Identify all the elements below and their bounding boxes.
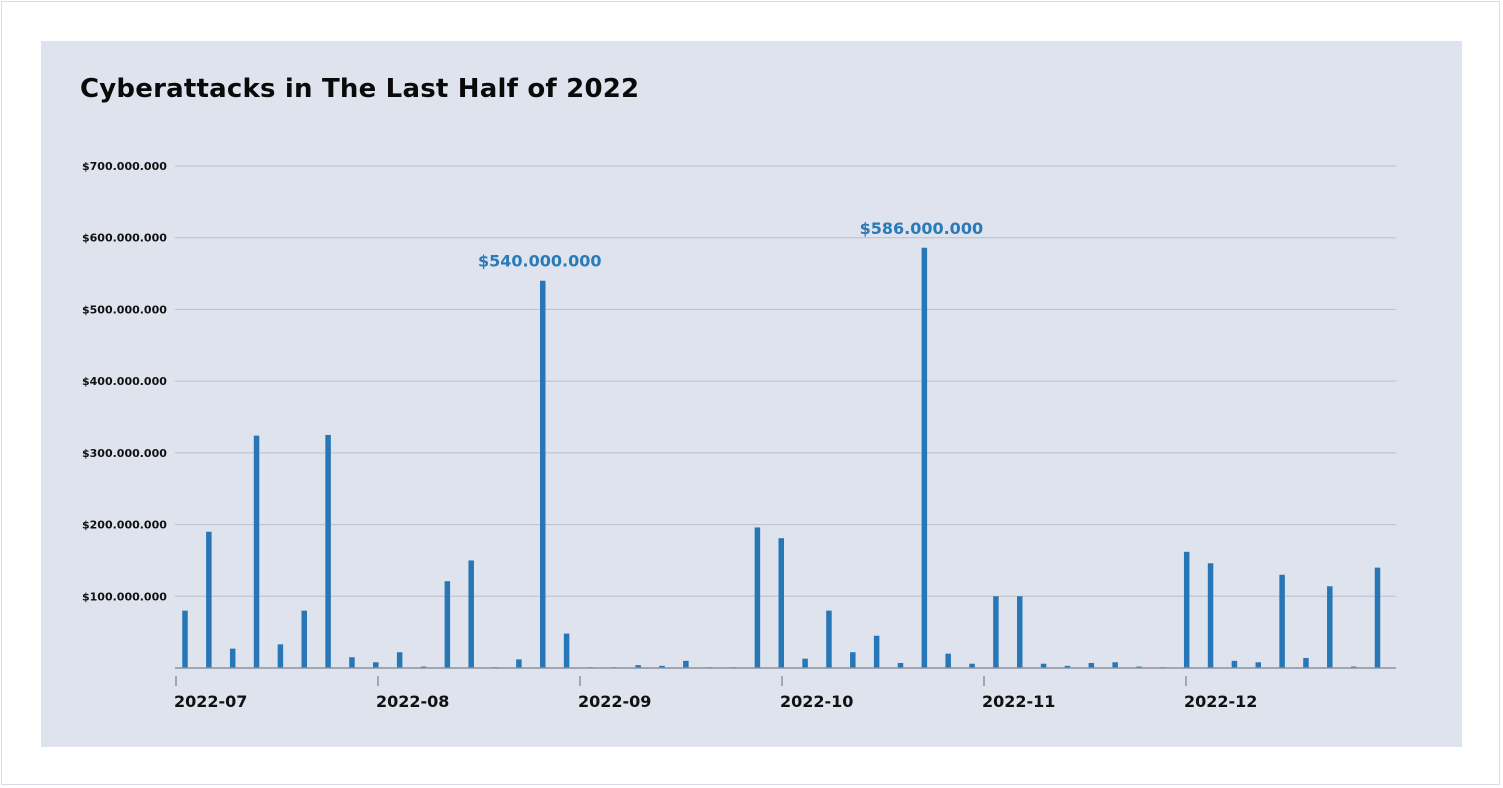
bar: [1088, 662, 1095, 668]
bar: [182, 610, 188, 668]
bar: [873, 635, 880, 668]
bar: [444, 581, 451, 668]
bar: [325, 434, 331, 668]
y-tick-label: $700.000.000: [82, 160, 167, 173]
data-labels: $540.000.000 $586.000.000: [478, 219, 983, 271]
bar: [468, 560, 474, 668]
bar: [1064, 665, 1071, 668]
y-axis-ticks: $100.000.000 $200.000.000 $300.000.000 $400…: [82, 160, 167, 603]
bar: [850, 652, 856, 668]
bar: [1112, 662, 1118, 668]
bar: [969, 663, 975, 668]
y-tick-label: $200.000.000: [82, 519, 167, 532]
bar: [516, 659, 522, 668]
y-tick-label: $500.000.000: [82, 303, 167, 316]
bar: [826, 610, 832, 668]
bar: [1183, 551, 1190, 668]
bar: [1040, 663, 1047, 668]
data-label: $586.000.000: [860, 219, 983, 238]
bar: [229, 648, 236, 668]
bar: [1303, 657, 1309, 668]
bar: [1207, 563, 1214, 668]
bar: [683, 660, 689, 668]
bar: [802, 658, 808, 668]
x-tick-label: 2022-10: [780, 692, 853, 711]
y-tick-label: $100.000.000: [82, 590, 167, 603]
y-tick-label: $600.000.000: [82, 232, 167, 245]
bar: [993, 596, 999, 668]
x-tick-label: 2022-08: [376, 692, 449, 711]
bar: [1231, 660, 1238, 668]
chart-title: Cyberattacks in The Last Half of 2022: [80, 74, 640, 104]
y-tick-label: $300.000.000: [82, 447, 167, 460]
bars: [182, 247, 1381, 669]
bar: [1255, 662, 1261, 668]
bar: [1374, 567, 1381, 668]
bar: [301, 610, 307, 668]
bar: [1017, 596, 1023, 668]
bar: [206, 531, 212, 668]
bar: [945, 653, 951, 668]
x-tick-label: 2022-07: [174, 692, 247, 711]
bar: [897, 662, 904, 668]
x-tick-label: 2022-09: [578, 692, 651, 711]
data-label: $540.000.000: [478, 252, 601, 271]
y-tick-label: $400.000.000: [82, 375, 167, 388]
bar: [277, 644, 284, 668]
bar: [396, 652, 403, 668]
bar: [778, 538, 784, 668]
bar: [635, 665, 641, 668]
bar: [659, 665, 665, 668]
gridlines: [175, 165, 1396, 597]
bar: [540, 280, 546, 668]
bar: [1327, 586, 1333, 668]
bar: [921, 247, 928, 669]
bar: [1279, 574, 1285, 668]
x-tick-label: 2022-12: [1184, 692, 1257, 711]
bar: [563, 633, 570, 668]
bar: [754, 527, 761, 668]
x-axis: 2022-07 2022-08 2022-09 2022-10 2022-11 2022-…: [174, 667, 1396, 711]
x-tick-label: 2022-11: [982, 692, 1055, 711]
bar: [253, 435, 260, 668]
bar: [373, 662, 379, 668]
chart-panel: [41, 41, 1462, 747]
bar: [349, 657, 355, 668]
